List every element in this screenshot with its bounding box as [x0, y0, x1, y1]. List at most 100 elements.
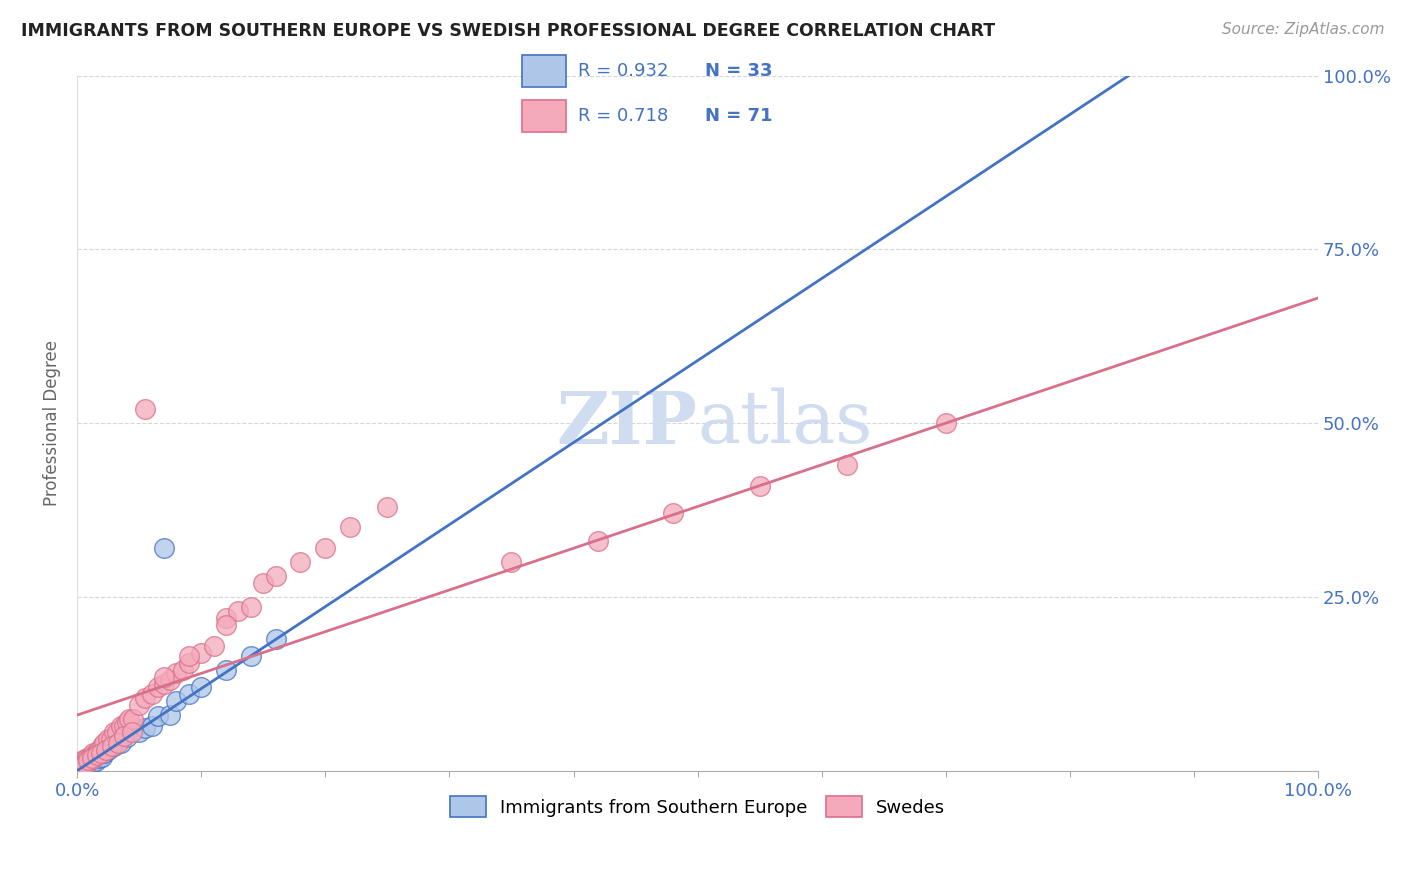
- Point: [103, 725, 125, 739]
- Point: [73, 756, 96, 771]
- Point: [264, 632, 287, 646]
- Point: [215, 611, 238, 625]
- Point: [141, 687, 163, 701]
- Point: [90, 749, 112, 764]
- Legend: Immigrants from Southern Europe, Swedes: Immigrants from Southern Europe, Swedes: [443, 789, 953, 824]
- Text: Source: ZipAtlas.com: Source: ZipAtlas.com: [1222, 22, 1385, 37]
- Point: [141, 718, 163, 732]
- Point: [228, 604, 250, 618]
- Point: [190, 646, 212, 660]
- Point: [190, 680, 212, 694]
- Point: [80, 751, 103, 765]
- Point: [107, 736, 129, 750]
- Point: [94, 743, 117, 757]
- Point: [93, 736, 115, 750]
- Point: [165, 666, 187, 681]
- Point: [177, 656, 200, 670]
- Point: [146, 680, 169, 694]
- Point: [177, 687, 200, 701]
- Point: [202, 639, 225, 653]
- Point: [89, 751, 111, 765]
- Text: R = 0.932: R = 0.932: [578, 62, 669, 80]
- Point: [77, 753, 100, 767]
- Text: IMMIGRANTS FROM SOUTHERN EUROPE VS SWEDISH PROFESSIONAL DEGREE CORRELATION CHART: IMMIGRANTS FROM SOUTHERN EUROPE VS SWEDI…: [21, 22, 995, 40]
- Point: [121, 725, 143, 739]
- Point: [75, 758, 97, 772]
- Point: [90, 739, 112, 754]
- Text: N = 71: N = 71: [704, 107, 772, 125]
- Point: [73, 756, 96, 770]
- Point: [86, 747, 108, 761]
- Text: ZIP: ZIP: [557, 388, 697, 458]
- Point: [118, 712, 141, 726]
- Point: [93, 747, 115, 761]
- Point: [89, 743, 111, 757]
- Point: [70, 758, 93, 772]
- Point: [103, 739, 125, 754]
- Point: [501, 555, 523, 569]
- Point: [314, 541, 336, 556]
- Point: [72, 753, 94, 767]
- Bar: [523, 55, 565, 87]
- Point: [177, 648, 200, 663]
- Point: [84, 747, 107, 761]
- Point: [75, 753, 97, 767]
- Point: [290, 555, 312, 569]
- Point: [153, 670, 176, 684]
- Point: [935, 416, 957, 430]
- Point: [377, 500, 399, 514]
- Point: [97, 732, 120, 747]
- Point: [80, 753, 103, 767]
- Text: atlas: atlas: [697, 388, 873, 458]
- Point: [122, 712, 145, 726]
- Point: [69, 758, 91, 772]
- Point: [73, 756, 96, 771]
- Point: [115, 731, 138, 745]
- Point: [115, 714, 138, 729]
- Point: [90, 747, 112, 761]
- Point: [215, 663, 238, 677]
- Point: [252, 576, 274, 591]
- Point: [80, 749, 103, 764]
- Point: [339, 520, 361, 534]
- Point: [748, 478, 770, 492]
- Point: [112, 729, 135, 743]
- Point: [239, 600, 262, 615]
- Bar: [523, 100, 565, 132]
- Point: [110, 736, 132, 750]
- Point: [80, 748, 103, 763]
- Point: [159, 708, 181, 723]
- Point: [76, 756, 98, 770]
- Point: [84, 754, 107, 768]
- Y-axis label: Professional Degree: Professional Degree: [44, 340, 60, 506]
- Point: [159, 673, 181, 688]
- Point: [79, 749, 101, 764]
- Point: [134, 402, 156, 417]
- Point: [82, 756, 104, 770]
- Point: [153, 677, 176, 691]
- Point: [72, 756, 94, 771]
- Point: [134, 690, 156, 705]
- Point: [69, 760, 91, 774]
- Point: [112, 718, 135, 732]
- Point: [662, 507, 685, 521]
- Point: [128, 725, 150, 739]
- Point: [86, 748, 108, 763]
- Point: [79, 753, 101, 767]
- Point: [134, 721, 156, 735]
- Point: [69, 756, 91, 771]
- Point: [83, 749, 105, 764]
- Point: [77, 756, 100, 770]
- Point: [84, 751, 107, 765]
- Point: [215, 617, 238, 632]
- Point: [100, 732, 122, 747]
- Point: [110, 718, 132, 732]
- Text: R = 0.718: R = 0.718: [578, 107, 668, 125]
- Point: [79, 753, 101, 767]
- Point: [76, 751, 98, 765]
- Point: [77, 756, 100, 771]
- Point: [172, 663, 194, 677]
- Point: [146, 709, 169, 723]
- Point: [105, 725, 128, 739]
- Point: [97, 743, 120, 757]
